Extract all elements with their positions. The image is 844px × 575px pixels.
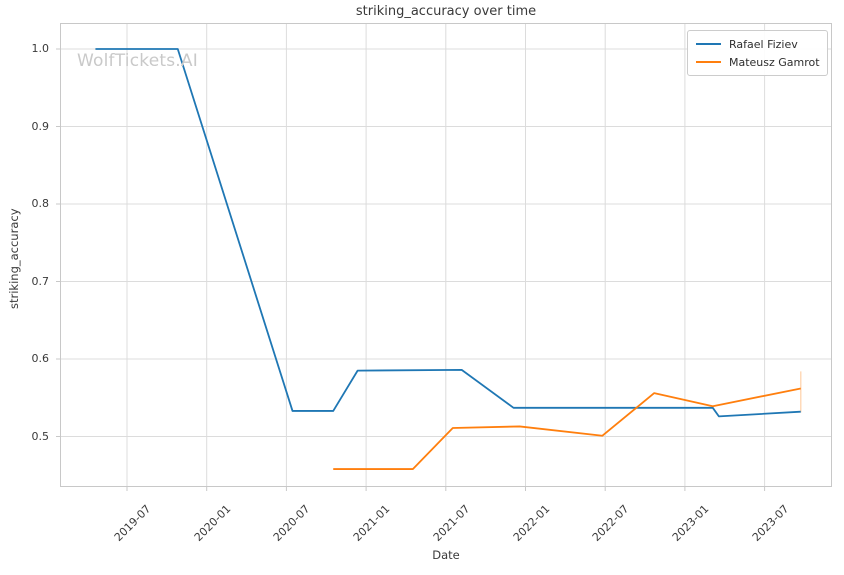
y-tick-label: 0.6 (31, 352, 50, 365)
x-tick-label: 2021-07 (430, 502, 473, 544)
legend-entry-rafael-fiziev: Rafael Fiziev (696, 38, 819, 51)
line-swatch-icon (696, 61, 721, 63)
plot-area-border (60, 23, 832, 487)
line-swatch-icon (696, 43, 721, 45)
series-line-mateusz-gamrot (333, 387, 801, 470)
legend-label: Mateusz Gamrot (729, 55, 820, 69)
x-tick-label: 2022-07 (589, 502, 632, 544)
x-tick-label: 2019-07 (111, 502, 154, 544)
chart-title: striking_accuracy over time (355, 4, 537, 19)
legend-entry-mateusz-gamrot: Mateusz Gamrot (696, 55, 820, 69)
series-line-rafael-fiziev (95, 48, 801, 418)
watermark: WolfTickets.AI (77, 51, 198, 71)
y-tick-label: 1.0 (31, 42, 50, 55)
y-tick-label: 0.5 (31, 429, 50, 443)
x-tick-label: 2020-01 (191, 502, 234, 544)
y-tick-label: 0.7 (31, 274, 50, 288)
y-tick-label: 0.8 (31, 197, 50, 210)
x-tick-label: 2023-01 (669, 502, 712, 544)
legend-label: Rafael Fiziev (729, 37, 798, 51)
x-tick-label: 2020-07 (271, 502, 313, 544)
x-tick-label: 2023-07 (749, 502, 792, 544)
legend: Rafael Fiziev Mateusz Gamrot (687, 30, 828, 76)
x-tick-label: 2022-01 (510, 502, 552, 544)
y-tick-label: 0.9 (31, 119, 50, 133)
x-axis-label: Date (432, 548, 460, 562)
y-axis-label: striking_accuracy (7, 208, 21, 309)
x-tick-label: 2021-01 (350, 502, 393, 544)
